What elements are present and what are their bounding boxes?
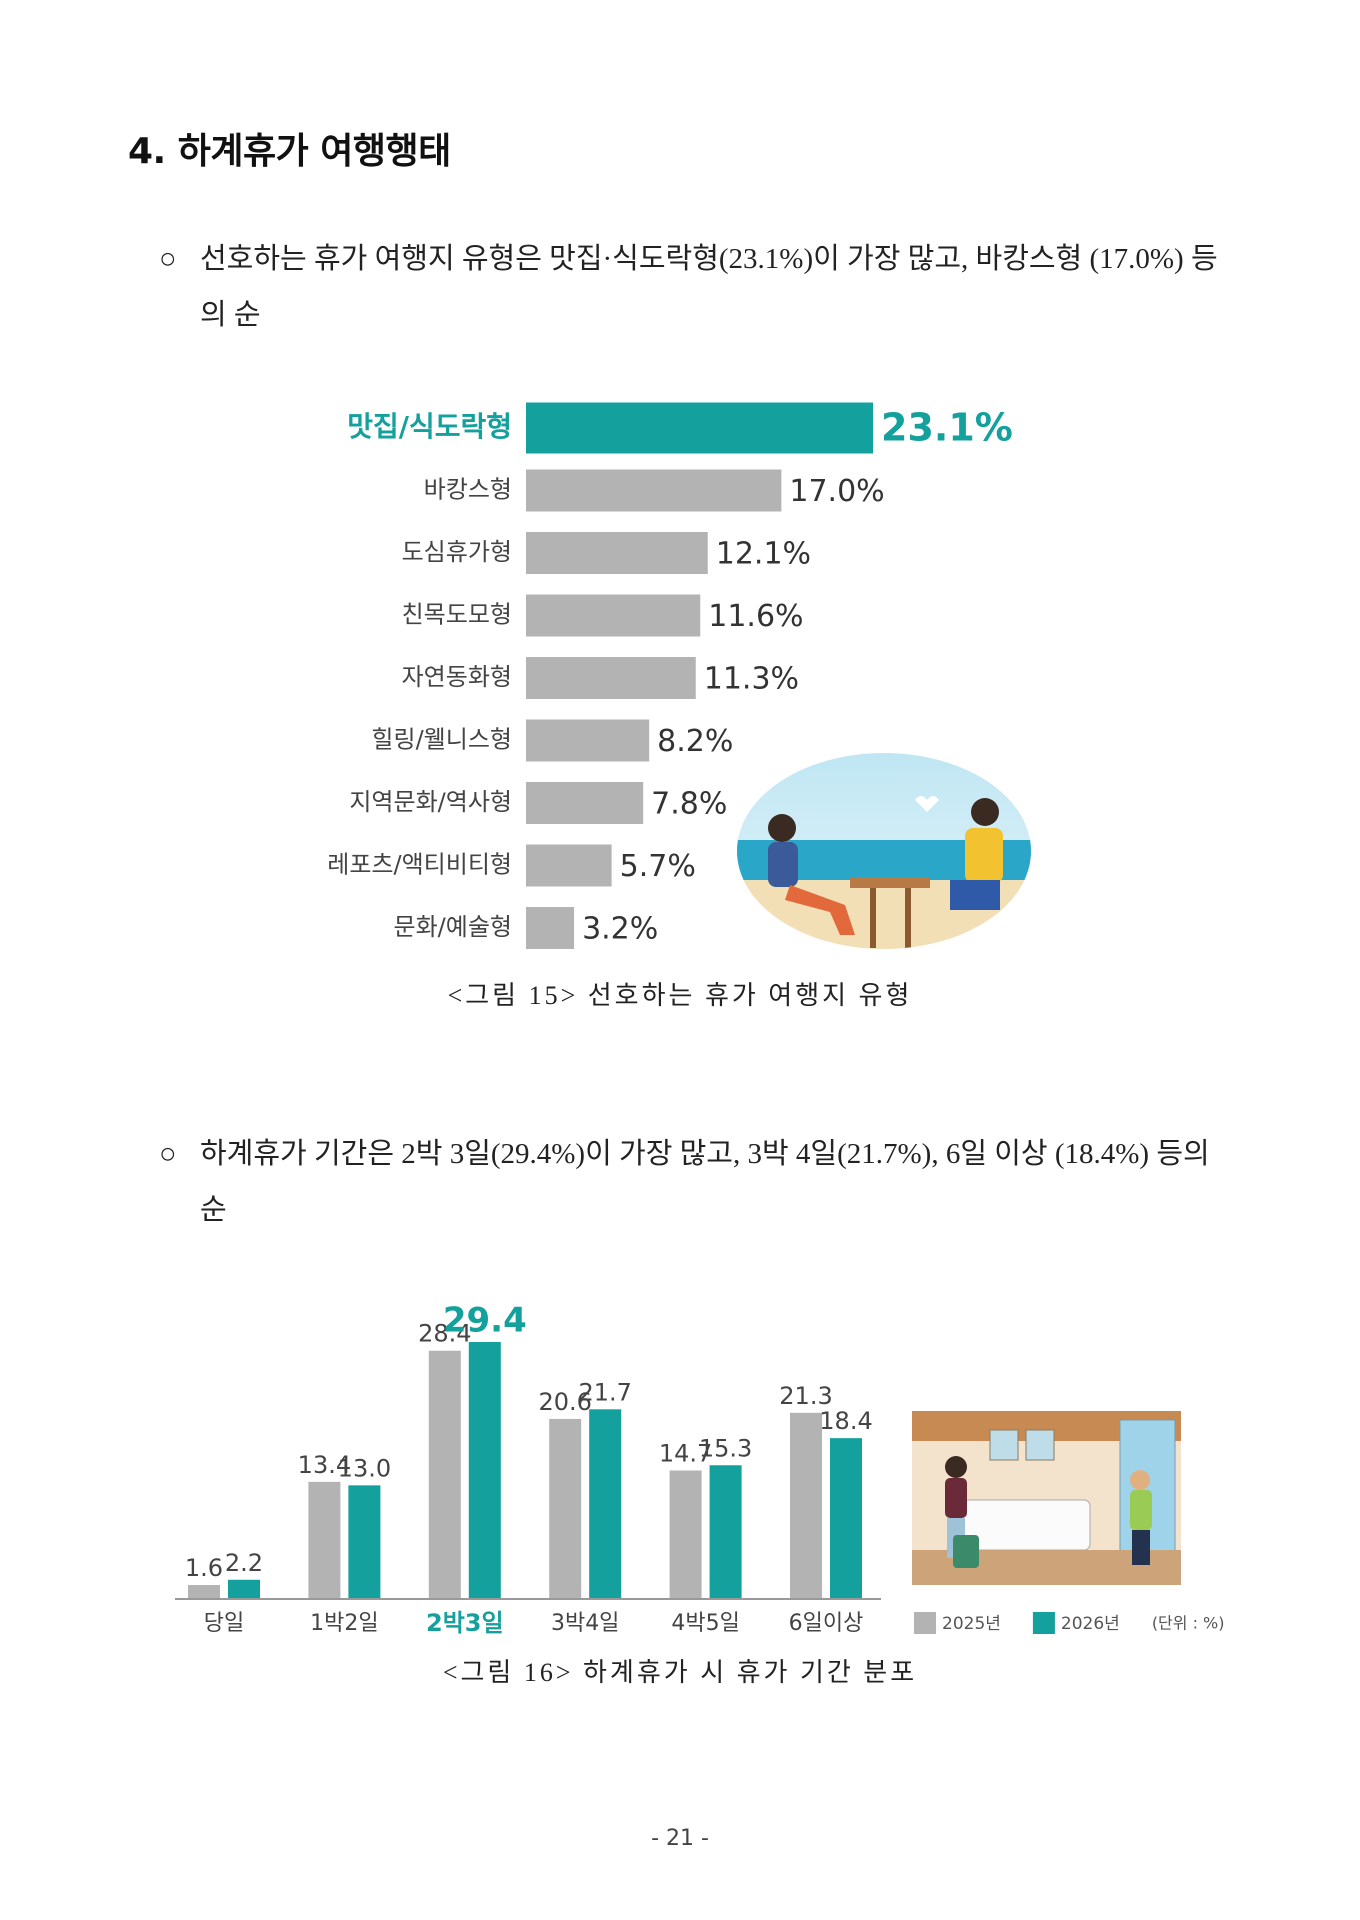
category-label: 친목도모형 (402, 601, 512, 629)
heart (915, 796, 939, 812)
section-title: 4. 하계휴가 여행행태 (128, 131, 451, 172)
legend-swatch (914, 1612, 936, 1634)
category-label: 문화/예술형 (394, 913, 513, 941)
category-label: 자연동화형 (402, 663, 512, 691)
figure-caption: <그림 15> 선호하는 휴가 여행지 유형 (448, 981, 913, 1010)
bar (468, 1342, 501, 1599)
bar (526, 907, 575, 949)
value-label: 11.6% (708, 599, 803, 634)
person-legs (950, 880, 1000, 910)
table-leg (870, 888, 876, 948)
room-illustration (912, 1411, 1181, 1585)
bullet-marker: ○ (159, 243, 177, 275)
bar (589, 1409, 622, 1599)
x-tick-label: 3박4일 (551, 1611, 619, 1636)
paragraph: ○ 선호하는 휴가 여행지 유형은 맛집·식도락형(23.1%)이 가장 많고,… (159, 231, 1229, 343)
bar (228, 1579, 260, 1599)
person-body (965, 828, 1003, 883)
person-body (768, 842, 798, 887)
paragraph-text: 하계휴가 기간은 2박 3일(29.4%)이 가장 많고, 3박 4일(21.7… (200, 1138, 1210, 1226)
suitcase (953, 1535, 979, 1568)
bar (549, 1418, 582, 1599)
value-label: 12.1% (716, 537, 811, 572)
bar (526, 532, 708, 574)
x-tick-label: 4박5일 (671, 1611, 739, 1636)
value-label: 7.8% (651, 787, 727, 822)
person-head (945, 1456, 967, 1478)
person-legs (785, 885, 855, 935)
value-label: 13.0 (338, 1454, 391, 1482)
x-tick-label: 2박3일 (426, 1609, 504, 1637)
bar (526, 594, 701, 637)
value-label: 20.6 (538, 1388, 591, 1416)
value-label: 5.7% (620, 849, 696, 884)
value-label: 8.2% (657, 724, 733, 759)
bar (348, 1485, 381, 1599)
bar (709, 1465, 742, 1599)
category-label: 지역문화/역사형 (349, 788, 512, 816)
value-label: 15.3 (699, 1434, 752, 1462)
bar (669, 1470, 702, 1599)
value-label: 18.4 (819, 1407, 872, 1435)
value-label: 17.0% (789, 474, 884, 509)
value-label: 21.3 (779, 1382, 832, 1410)
unit-note: (단위 : %) (1152, 1614, 1225, 1633)
x-tick-label: 당일 (204, 1611, 244, 1636)
bar (526, 402, 873, 454)
value-label: 14.7 (659, 1440, 712, 1468)
legend-label: 2026년 (1061, 1614, 1120, 1634)
bar (830, 1438, 862, 1599)
bullet-marker: ○ (159, 1138, 177, 1170)
value-label: 29.4 (443, 1301, 527, 1341)
bar (526, 844, 612, 887)
page-number: - 21 - (651, 1826, 709, 1851)
figure-caption: <그림 16> 하계휴가 시 휴가 기간 분포 (443, 1658, 917, 1687)
x-tick-label: 6일이상 (789, 1611, 864, 1636)
bar (428, 1350, 461, 1599)
table (850, 878, 930, 888)
bar (308, 1481, 341, 1599)
category-label: 도심휴가형 (402, 538, 512, 566)
bar (526, 657, 696, 699)
person-body (945, 1478, 967, 1518)
table-leg (905, 888, 911, 948)
legend-label: 2025년 (942, 1614, 1001, 1634)
bar (526, 782, 644, 824)
value-label: 23.1% (881, 406, 1013, 450)
bar (188, 1585, 220, 1599)
bar (790, 1412, 822, 1599)
value-label: 2.2 (225, 1549, 263, 1577)
person-head (768, 814, 796, 842)
category-label: 맛집/식도락형 (347, 410, 512, 443)
person-head (971, 798, 999, 826)
value-label: 3.2% (582, 912, 658, 947)
value-label: 11.3% (704, 662, 799, 697)
picture (989, 1429, 1019, 1461)
value-label: 13.4 (298, 1451, 351, 1479)
category-label: 레포츠/액티비티형 (327, 851, 512, 879)
x-tick-label: 1박2일 (310, 1611, 378, 1636)
value-label: 28.4 (418, 1320, 471, 1348)
beach-illustration (737, 753, 1031, 949)
bed (959, 1499, 1091, 1551)
category-label: 힐링/웰니스형 (371, 726, 512, 754)
person-legs (1132, 1530, 1150, 1565)
legend-swatch (1032, 1612, 1055, 1634)
value-label: 1.6 (185, 1554, 223, 1582)
paragraph: ○ 하계휴가 기간은 2박 3일(29.4%)이 가장 많고, 3박 4일(21… (159, 1126, 1229, 1238)
value-label: 21.7 (578, 1378, 631, 1406)
person-head (1130, 1470, 1150, 1490)
bar (526, 469, 782, 512)
category-label: 바캉스형 (424, 476, 512, 504)
paragraph-text: 선호하는 휴가 여행지 유형은 맛집·식도락형(23.1%)이 가장 많고, 바… (200, 243, 1218, 331)
bar (526, 719, 650, 762)
picture (1025, 1429, 1055, 1461)
person-body (1130, 1490, 1152, 1530)
